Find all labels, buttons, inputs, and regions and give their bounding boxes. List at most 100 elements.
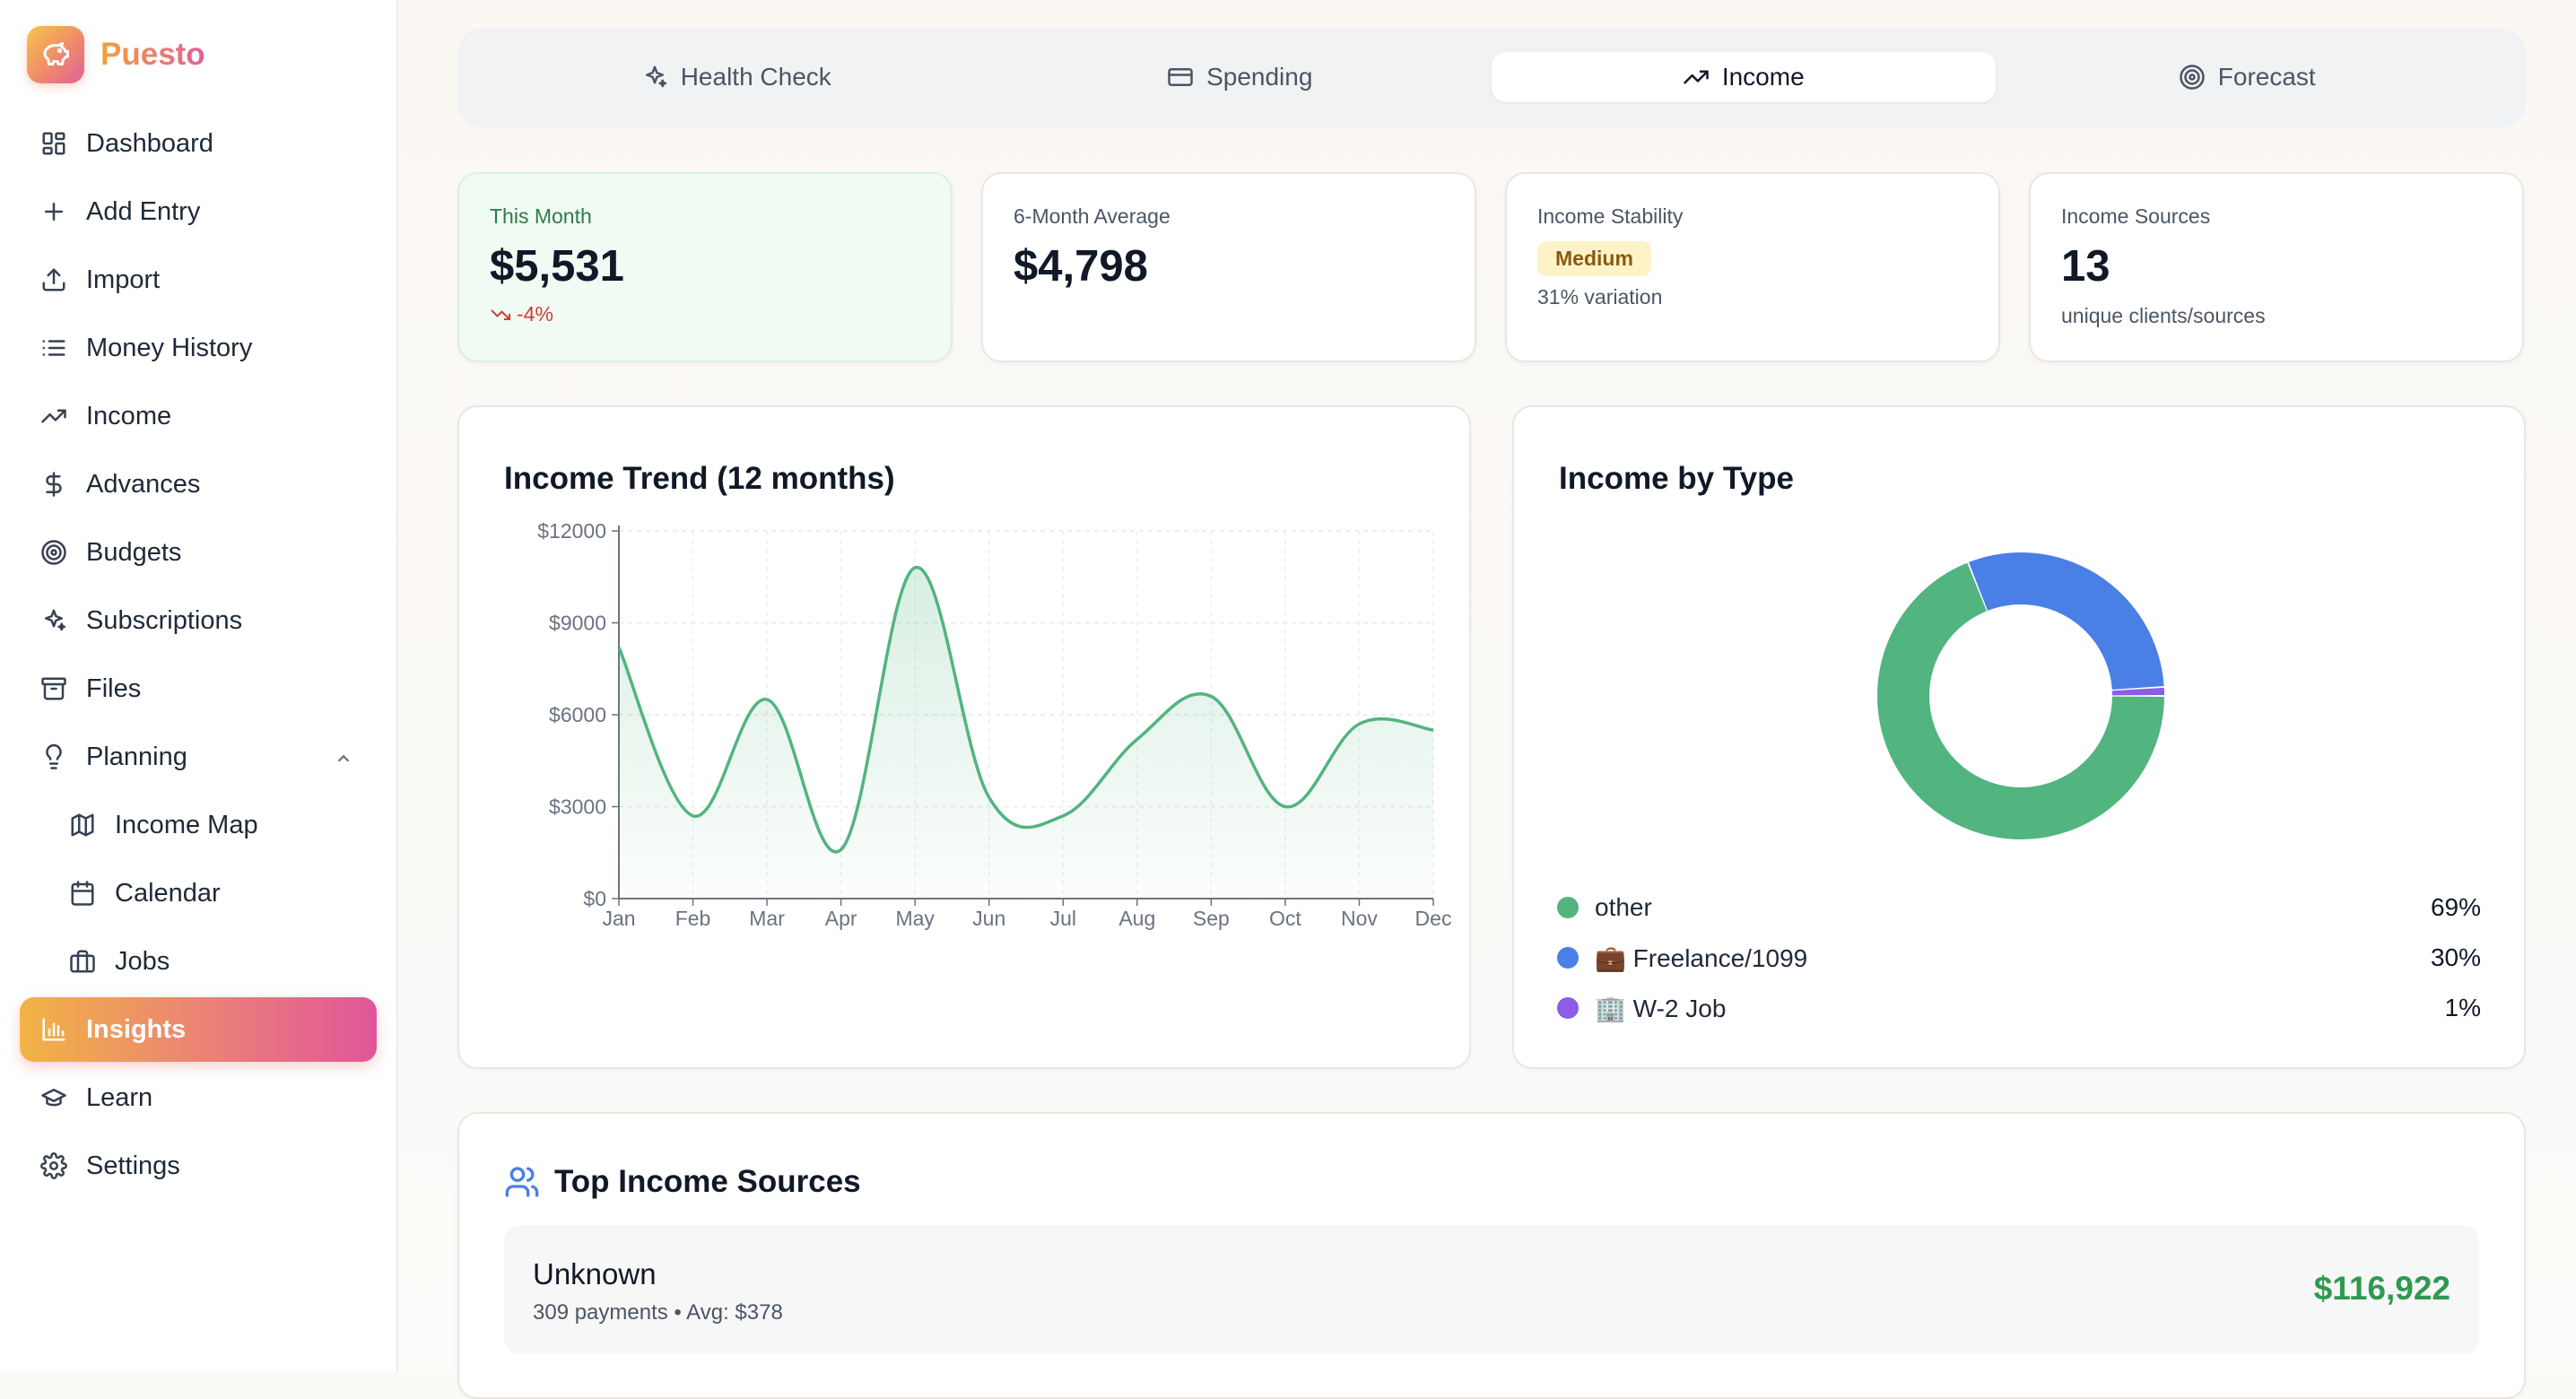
sidebar-item-jobs[interactable]: Jobs — [20, 929, 377, 994]
income-by-type-donut — [1877, 552, 2164, 839]
stat-six-month-average: 6-Month Average $4,798 — [981, 172, 1476, 362]
tab-label: Health Check — [680, 63, 831, 91]
target-icon — [39, 538, 68, 567]
trend-point[interactable] — [1128, 730, 1146, 748]
trend-point[interactable] — [1276, 798, 1294, 816]
source-amount: $116,922 — [2313, 1270, 2450, 1307]
x-tick-label: Oct — [1269, 907, 1301, 930]
stat-value: $4,798 — [1014, 242, 1148, 291]
sparkles-icon — [39, 606, 68, 635]
sidebar-item-label: Dashboard — [86, 128, 213, 158]
stat-sub: 31% variation — [1537, 285, 1663, 308]
x-tick-label: Jul — [1050, 907, 1076, 930]
sidebar-item-subscriptions[interactable]: Subscriptions — [20, 588, 377, 653]
sidebar-item-label: Files — [86, 673, 142, 703]
legend-percent: 69% — [2430, 893, 2481, 921]
sidebar-item-label: Jobs — [115, 946, 170, 976]
legend-label: 🏢 W-2 Job — [1595, 994, 1727, 1022]
income-trend-chart: $0 $3000 $6000 $9000 $12000 Jan Feb Mar Apr May Ju… — [537, 519, 1451, 930]
delta-value: -4% — [517, 302, 553, 326]
income-source-row[interactable]: Unknown 309 payments • Avg: $378 $116,92… — [504, 1225, 2479, 1354]
legend-item-other[interactable]: other 69% — [1557, 888, 2481, 927]
tab-income[interactable]: Income — [1492, 52, 1996, 102]
stat-delta: -4% — [490, 302, 920, 326]
sidebar-item-settings[interactable]: Settings — [20, 1134, 377, 1198]
graduation-cap-icon — [39, 1083, 68, 1112]
trend-point[interactable] — [1202, 688, 1220, 706]
trend-point[interactable] — [1054, 807, 1072, 825]
lightbulb-icon — [39, 743, 68, 771]
sidebar-item-learn[interactable]: Learn — [20, 1065, 377, 1130]
sidebar-item-import[interactable]: Import — [20, 248, 377, 312]
upload-icon — [39, 265, 68, 294]
trend-point[interactable] — [758, 691, 776, 708]
donut-slice[interactable] — [1877, 562, 2164, 839]
trend-point[interactable] — [906, 559, 924, 577]
trend-point[interactable] — [684, 807, 702, 825]
users-icon — [505, 1167, 539, 1197]
sidebar-item-label: Add Entry — [86, 196, 201, 226]
trend-point[interactable] — [980, 788, 998, 806]
sidebar-item-label: Advances — [86, 469, 201, 499]
insights-tabs: Health Check Spending Income Forecast — [457, 29, 2526, 127]
sidebar-item-add-entry[interactable]: Add Entry — [20, 179, 377, 244]
stat-label: Income Stability — [1537, 204, 1684, 228]
trend-point[interactable] — [610, 639, 628, 656]
legend-label: other — [1595, 893, 1652, 921]
trend-point[interactable] — [1424, 721, 1442, 739]
legend-item-freelance[interactable]: 💼 Freelance/1099 30% — [1557, 938, 2481, 978]
income-trend-card: Income Trend (12 months) $0 $3000 $6000 $90… — [457, 405, 1471, 1069]
tab-label: Spending — [1206, 63, 1313, 91]
sidebar-item-label: Settings — [86, 1151, 180, 1180]
x-tick-label: May — [895, 907, 935, 930]
x-tick-label: Jun — [972, 907, 1005, 930]
sidebar-item-advances[interactable]: Advances — [20, 452, 377, 517]
income-by-type-title: Income by Type — [1559, 461, 1794, 496]
sidebar-item-label: Income Map — [115, 810, 258, 839]
sidebar-item-files[interactable]: Files — [20, 656, 377, 721]
sidebar-item-label: Calendar — [115, 878, 221, 908]
sidebar-item-label: Insights — [86, 1014, 187, 1044]
trending-down-icon — [491, 308, 510, 320]
tab-label: Income — [1721, 63, 1805, 91]
income-trend-title: Income Trend (12 months) — [504, 461, 895, 496]
donut-slice[interactable] — [2111, 687, 2164, 696]
stat-value: 13 — [2061, 242, 2110, 291]
sidebar-item-label: Subscriptions — [86, 605, 243, 635]
sidebar-item-money-history[interactable]: Money History — [20, 316, 377, 380]
target-icon — [2180, 65, 2205, 90]
sidebar-item-income-map[interactable]: Income Map — [20, 793, 377, 857]
sidebar-item-budgets[interactable]: Budgets — [20, 520, 377, 585]
top-sources-header: Top Income Sources — [504, 1164, 861, 1200]
brand[interactable]: Puesto — [27, 26, 205, 83]
dashboard-icon — [39, 129, 68, 158]
sidebar-item-calendar[interactable]: Calendar — [20, 861, 377, 925]
bar-chart-icon — [39, 1015, 68, 1044]
sidebar-item-planning[interactable]: Planning — [20, 725, 377, 789]
donut-slice[interactable] — [1968, 552, 2164, 690]
sidebar-item-insights[interactable]: Insights — [20, 997, 377, 1062]
sidebar-item-label: Budgets — [86, 537, 182, 567]
sparkles-icon — [645, 65, 666, 88]
tab-spending[interactable]: Spending — [988, 52, 1493, 102]
main-content: Health Check Spending Income Forecast Th… — [398, 0, 2576, 1399]
gear-icon — [39, 1151, 68, 1180]
legend-swatch — [1557, 897, 1579, 918]
stat-value: $5,531 — [490, 242, 624, 291]
legend-item-w2-job[interactable]: 🏢 W-2 Job 1% — [1557, 988, 2481, 1028]
tab-health-check[interactable]: Health Check — [484, 52, 988, 102]
sidebar-item-label: Planning — [86, 742, 187, 771]
sidebar-item-dashboard[interactable]: Dashboard — [20, 111, 377, 176]
sidebar-nav: Dashboard Add Entry Import Money History… — [20, 111, 377, 1202]
sidebar-item-income[interactable]: Income — [20, 384, 377, 448]
map-icon — [68, 811, 97, 839]
legend-swatch — [1557, 947, 1579, 969]
trend-point[interactable] — [832, 840, 850, 858]
sidebar-item-label: Money History — [86, 333, 253, 362]
y-tick-label: $3000 — [549, 795, 606, 819]
dollar-icon — [39, 470, 68, 499]
chevron-up-icon[interactable] — [334, 746, 355, 768]
trend-point[interactable] — [1350, 715, 1368, 733]
stat-label: 6-Month Average — [1014, 204, 1171, 228]
tab-forecast[interactable]: Forecast — [1996, 52, 2500, 102]
